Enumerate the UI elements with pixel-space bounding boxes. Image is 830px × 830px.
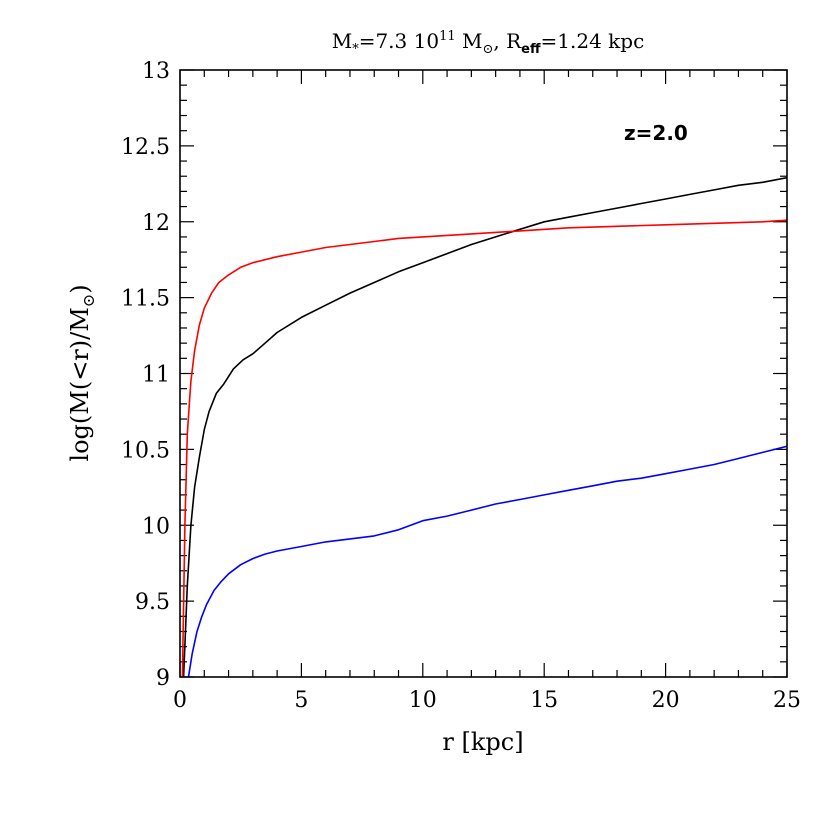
chart-title: M*=7.3 1011 M⊙, Reff=1.24 kpc xyxy=(332,29,645,57)
series-line-red xyxy=(181,219,787,677)
series-line-blue xyxy=(187,445,787,677)
plot-frame xyxy=(179,69,788,678)
x-tick-label: 5 xyxy=(294,688,308,713)
y-tick-label: 12.5 xyxy=(121,135,170,160)
redshift-annotation: z=2.0 xyxy=(624,121,688,145)
data-series xyxy=(181,176,787,677)
y-tick-label: 13 xyxy=(142,59,170,84)
y-tick-label: 11 xyxy=(142,363,170,388)
series-line-black xyxy=(182,176,787,677)
y-tick-labels: 9 9.5 10 10.5 11 11.5 12 12.5 13 xyxy=(121,59,170,691)
x-tick-label: 25 xyxy=(773,688,801,713)
y-axis-label: log(M(<r)/M⊙) xyxy=(66,284,98,461)
y-tick-label: 9.5 xyxy=(135,590,170,615)
x-tick-labels: 0 5 10 15 20 25 xyxy=(173,688,801,713)
x-tick-label: 20 xyxy=(652,688,680,713)
x-tick-label: 10 xyxy=(409,688,437,713)
y-tick-label: 9 xyxy=(156,666,170,691)
x-axis-label: r [kpc] xyxy=(442,728,523,756)
y-tick-label: 11.5 xyxy=(121,287,170,312)
y-tick-label: 12 xyxy=(142,211,170,236)
x-tick-label: 0 xyxy=(173,688,187,713)
y-tick-label: 10 xyxy=(142,514,170,539)
y-tick-label: 10.5 xyxy=(121,438,170,463)
axis-ticks xyxy=(179,69,788,678)
x-tick-label: 15 xyxy=(530,688,558,713)
